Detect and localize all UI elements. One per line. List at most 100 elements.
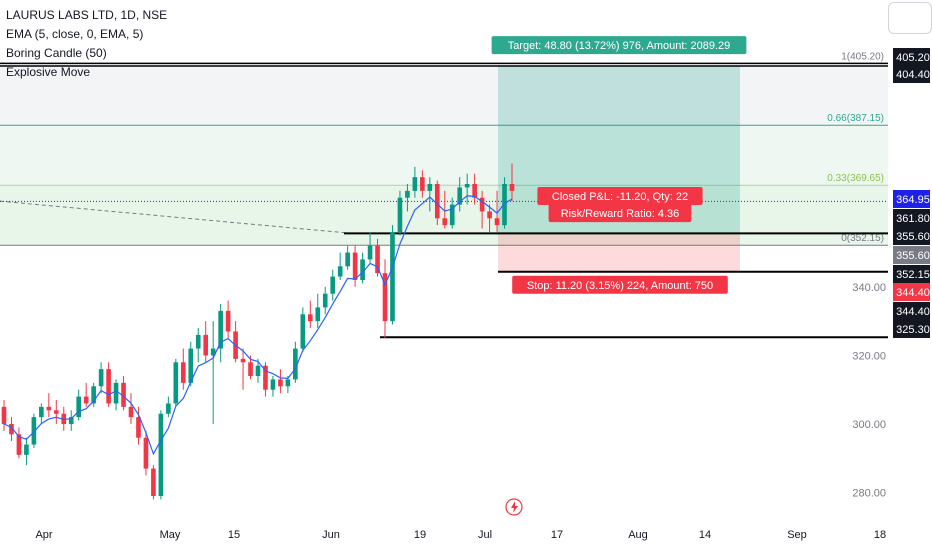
candle-body [203,334,209,356]
y-tick-label: 280.00 [852,488,886,500]
x-tick-label: Jun [322,529,340,541]
candle-body [270,379,276,390]
target-label: Target: 48.80 (13.72%) 976, Amount: 2089… [508,40,731,52]
chart-settings-button[interactable] [888,2,932,34]
candle-body [210,348,216,356]
candle-body [31,417,37,445]
legend-explosive-move[interactable]: Explosive Move [6,65,91,79]
candle-body [502,184,507,226]
stop-label-bg [512,275,728,294]
candle-body [98,369,104,387]
ema-line [3,195,513,456]
x-tick-label: Jul [478,529,492,541]
candle-body [285,379,291,387]
candle-body [1,406,7,424]
candle-body [278,379,283,387]
candle-body [76,396,82,418]
price-badge [893,48,930,66]
fib-label: 0.66(387.15) [827,113,884,124]
candle-body [427,184,433,191]
legend-ema[interactable]: EMA (5, close, 0, EMA, 5) [6,27,144,41]
candle-body [255,365,261,376]
closed-pnl-label: Closed P&L: -11.20, Qty: 22 [552,191,688,203]
candle-body [405,190,410,198]
candle-body [39,406,44,418]
price-badge-label: 404.40 [896,69,930,81]
candle-body [263,365,268,390]
price-badge [893,283,930,301]
target-label-bg [491,36,747,55]
x-tick-label: 17 [551,529,563,541]
candle-body [307,314,313,322]
price-badge-label: 325.30 [896,324,930,336]
candle-body [442,218,448,226]
y-tick-label: 300.00 [852,419,886,431]
price-badge-label: 355.60 [896,250,930,262]
candle-body [158,413,164,496]
price-badge-label: 364.95 [896,194,930,206]
candle-body [300,314,306,349]
price-badge-label: 405.20 [896,52,930,64]
price-badge-label: 344.40 [896,287,930,299]
candle-body [487,211,492,219]
bolt-icon-glyph [511,501,518,513]
x-tick-label: Apr [35,529,52,541]
candle-body [509,184,515,191]
price-badge [893,246,930,264]
price-badge [893,209,930,227]
candle-body [457,187,463,205]
candle-body [113,382,119,404]
candle-body [166,403,171,414]
fib-zone-low [0,185,888,246]
candle-body [240,358,246,363]
candle-body [106,369,111,404]
candle-body [225,310,231,332]
x-tick-label: 18 [874,529,886,541]
candle-body [322,293,328,308]
candle-body [293,348,298,380]
candle-body [449,204,455,226]
candle-body [494,218,500,226]
price-badge [893,227,930,245]
chart-legend: LAURUS LABS LTD, 1D, NSE EMA (5, close, … [6,6,167,82]
candle-body [24,444,29,455]
fib-label: 1(405.20) [841,51,884,62]
risk-reward-label-bg [548,204,692,223]
candle-body [128,406,134,418]
x-tick-label: Aug [628,529,648,541]
price-badge-label: 361.80 [896,213,930,225]
stop-zone [498,233,740,272]
candle-body [382,273,388,322]
x-tick-label: 19 [414,529,426,541]
candle-body [9,424,14,435]
price-badge [893,302,930,320]
candle-body [315,307,321,322]
x-tick-label: 14 [699,529,711,541]
price-badge-label: 352.15 [896,269,930,281]
candle-body [345,252,350,267]
candle-body [180,362,186,383]
fib-zone-mid [0,125,888,186]
fib-label: 0(352.15) [841,233,884,244]
candle-body [83,396,89,404]
candle-body [151,468,156,496]
legend-boring-candle[interactable]: Boring Candle (50) [6,46,107,60]
candle-body [195,334,201,349]
candle-body [173,362,179,404]
candle-body [61,413,67,424]
fib-label: 0.33(369.65) [827,173,884,184]
candle-body [352,252,358,280]
price-badge [893,190,930,208]
x-tick-label: 15 [228,529,240,541]
candle-body [188,348,194,383]
candle-body [420,177,425,191]
candle-body [360,259,365,280]
candle-body [434,184,440,219]
candle-body [218,310,223,349]
candle-body [390,232,395,322]
candle-body [91,386,96,404]
price-badge-label: 355.60 [896,231,930,243]
legend-symbol[interactable]: LAURUS LABS LTD, 1D, NSE [6,8,168,22]
candle-body [136,417,141,438]
